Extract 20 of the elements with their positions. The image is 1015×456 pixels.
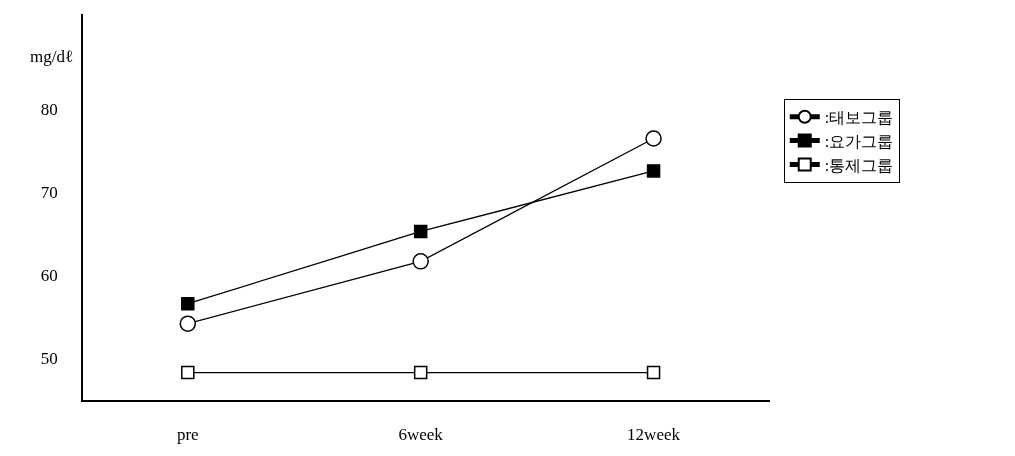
point (179, 315, 197, 332)
point (645, 130, 662, 147)
x-tick-label: 12week (627, 425, 681, 445)
y-tick-label: 60 (40, 266, 58, 286)
y-tick-label: 70 (40, 183, 58, 203)
x-tick-label: pre (176, 425, 199, 445)
point (181, 365, 195, 380)
legend-label: :통제그룹 (824, 156, 894, 174)
point (413, 365, 428, 380)
point (646, 365, 661, 380)
x-tick-label: 6week (398, 425, 444, 445)
legend-label: :태보그룹 (824, 109, 894, 127)
legend-label: :요가그룹 (824, 132, 894, 150)
point (181, 296, 195, 311)
point (413, 224, 428, 239)
point (412, 253, 429, 270)
point (646, 164, 661, 178)
y-axis-title: mg/dℓ (30, 47, 74, 66)
y-tick-label: 80 (40, 100, 58, 120)
y-tick-label: 50 (40, 349, 58, 369)
